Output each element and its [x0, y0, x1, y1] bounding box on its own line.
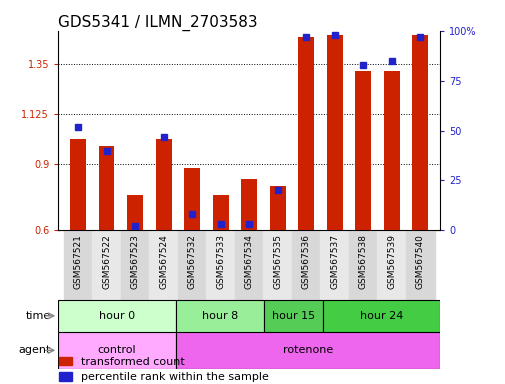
Bar: [64, 230, 92, 300]
Text: GSM567536: GSM567536: [301, 234, 310, 289]
Text: GSM567538: GSM567538: [358, 234, 367, 289]
Bar: [58, 300, 175, 332]
Bar: [92, 230, 121, 300]
Text: agent: agent: [18, 345, 50, 356]
Bar: [355, 71, 370, 230]
Text: rotenone: rotenone: [282, 345, 332, 356]
Text: GSM567540: GSM567540: [415, 234, 424, 289]
Text: GSM567522: GSM567522: [102, 234, 111, 289]
Bar: [264, 300, 322, 332]
Bar: [241, 179, 257, 230]
Bar: [178, 230, 206, 300]
Bar: [98, 146, 114, 230]
Bar: [405, 230, 434, 300]
Text: hour 15: hour 15: [271, 311, 314, 321]
Text: hour 8: hour 8: [201, 311, 237, 321]
Bar: [263, 230, 291, 300]
Bar: [234, 230, 263, 300]
Bar: [326, 35, 342, 230]
Bar: [156, 139, 171, 230]
Text: GSM567532: GSM567532: [187, 234, 196, 289]
Text: hour 24: hour 24: [359, 311, 402, 321]
Text: GDS5341 / ILMN_2703583: GDS5341 / ILMN_2703583: [58, 15, 258, 31]
Bar: [70, 139, 86, 230]
Legend: transformed count, percentile rank within the sample: transformed count, percentile rank withi…: [59, 356, 268, 382]
Text: GSM567535: GSM567535: [273, 234, 282, 289]
Text: GSM567534: GSM567534: [244, 234, 253, 289]
Bar: [383, 71, 399, 230]
Bar: [412, 35, 427, 230]
Bar: [127, 195, 143, 230]
Bar: [322, 300, 439, 332]
Bar: [377, 230, 405, 300]
Bar: [121, 230, 149, 300]
Bar: [58, 332, 175, 369]
Bar: [175, 332, 439, 369]
Text: GSM567537: GSM567537: [330, 234, 338, 289]
Bar: [184, 168, 199, 230]
Text: time: time: [25, 311, 50, 321]
Bar: [348, 230, 377, 300]
Bar: [320, 230, 348, 300]
Bar: [149, 230, 178, 300]
Bar: [291, 230, 320, 300]
Bar: [298, 37, 314, 230]
Bar: [213, 195, 228, 230]
Text: GSM567523: GSM567523: [130, 234, 139, 289]
Bar: [269, 186, 285, 230]
Text: GSM567524: GSM567524: [159, 234, 168, 289]
Text: GSM567521: GSM567521: [74, 234, 82, 289]
Text: GSM567533: GSM567533: [216, 234, 225, 289]
Text: hour 0: hour 0: [98, 311, 135, 321]
Bar: [175, 300, 264, 332]
Text: control: control: [97, 345, 136, 356]
Bar: [206, 230, 234, 300]
Text: GSM567539: GSM567539: [386, 234, 395, 289]
